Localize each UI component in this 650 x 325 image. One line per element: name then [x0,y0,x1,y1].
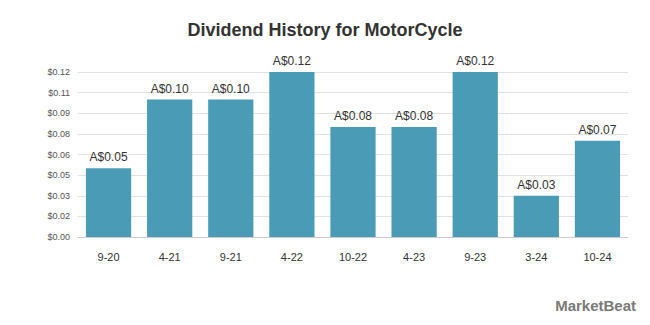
svg-text:4-22: 4-22 [281,251,303,263]
svg-text:$0.03: $0.03 [47,191,70,201]
svg-text:A$0.10: A$0.10 [151,82,189,96]
svg-text:A$0.10: A$0.10 [212,82,250,96]
svg-text:A$0.08: A$0.08 [334,109,372,123]
svg-text:4-21: 4-21 [159,251,181,263]
svg-text:10-24: 10-24 [583,251,611,263]
svg-text:$0.12: $0.12 [47,67,70,77]
svg-text:9-21: 9-21 [220,251,242,263]
svg-text:A$0.08: A$0.08 [395,109,433,123]
svg-text:9-20: 9-20 [98,251,120,263]
svg-text:10-22: 10-22 [339,251,367,263]
svg-text:4-23: 4-23 [403,251,425,263]
svg-text:$0.06: $0.06 [47,150,70,160]
svg-text:Dividend History for MotorCycl: Dividend History for MotorCycle [187,20,462,40]
svg-text:9-23: 9-23 [464,251,486,263]
svg-text:A$0.12: A$0.12 [273,54,311,68]
svg-text:$0.02: $0.02 [47,211,70,221]
svg-text:$0.09: $0.09 [47,108,70,118]
svg-text:MarketBeat: MarketBeat [555,297,636,314]
svg-text:A$0.07: A$0.07 [578,123,616,137]
svg-text:$0.08: $0.08 [47,129,70,139]
svg-text:A$0.05: A$0.05 [90,150,128,164]
svg-text:A$0.03: A$0.03 [517,178,555,192]
svg-text:$0.05: $0.05 [47,170,70,180]
svg-text:3-24: 3-24 [525,251,547,263]
svg-text:A$0.12: A$0.12 [456,54,494,68]
svg-text:$0.11: $0.11 [48,88,70,98]
svg-text:$0.00: $0.00 [47,232,70,242]
